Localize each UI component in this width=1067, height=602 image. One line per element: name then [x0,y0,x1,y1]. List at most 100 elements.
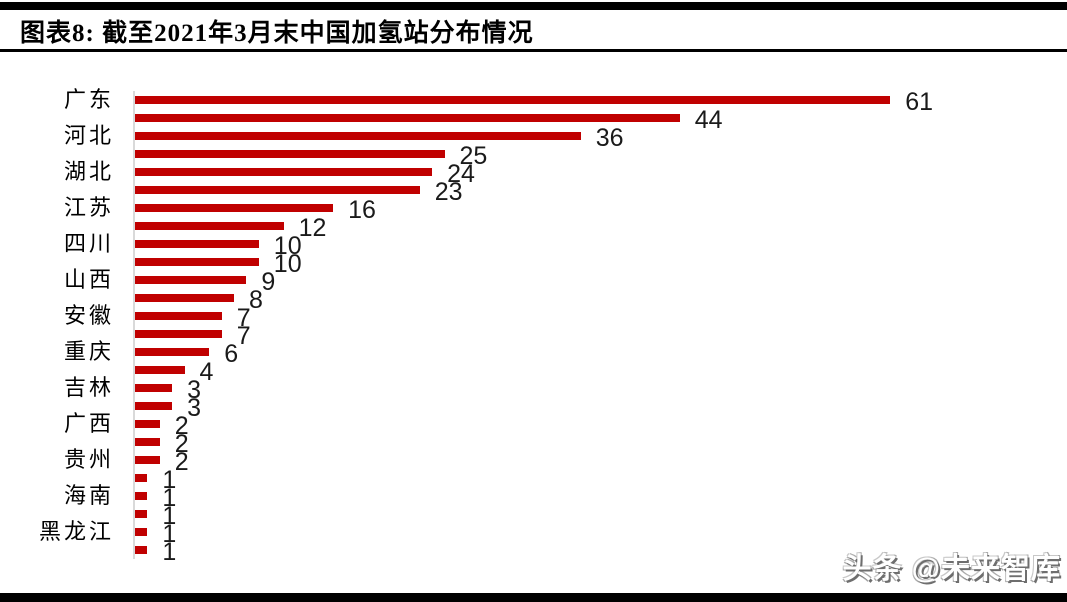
bar-row: 河北 36 [0,123,1060,152]
bar-row: 吉林 3 [0,375,1060,404]
hydrogen-station-bar-chart: 广东 61 44 河北 36 25 湖北 24 23 江苏 16 12 四川 10 10 山西 9 8 安徽 7 7 重庆… [0,87,1060,565]
value-label: 3 [187,394,201,422]
figure-title: 图表8: 截至2021年3月末中国加氢站分布情况 [20,20,534,47]
value-label: 25 [459,142,488,170]
bar-row: 1 [0,540,1060,565]
bottom-rule [0,593,1067,602]
plot-area: 2 [133,432,1060,457]
plot-area: 8 [133,286,1060,314]
category-label: 四川 [63,231,114,256]
value-label: 7 [236,304,251,332]
plot-area: 3 [133,394,1060,422]
value-label: 10 [273,250,302,278]
value-label: 44 [694,106,723,134]
bar-row: 贵州 2 [0,447,1060,475]
bar [135,510,148,518]
plot-area: 24 [133,160,1060,188]
plot-area: 2 [133,412,1060,440]
value-label: 7 [236,322,251,350]
bar [135,402,173,410]
value-label: 16 [348,196,376,224]
bar-row: 44 [0,106,1060,134]
bar-row: 4 [0,358,1060,386]
plot-area: 6 [133,342,1060,367]
value-label: 12 [298,214,327,242]
toutiao-watermark: 头条 @未来智库 [842,553,1061,585]
bar [135,186,420,194]
value-label: 2 [174,412,189,440]
value-label: 1 [162,502,177,530]
bar-row: 四川 10 [0,231,1060,259]
plot-area: 7 [133,304,1060,332]
value-label: 3 [187,376,201,404]
value-label: 24 [447,160,475,188]
category-label: 重庆 [63,339,114,364]
bar-row: 山西 9 [0,267,1060,296]
bar [135,114,680,122]
top-rule [0,2,1067,10]
plot-area: 12 [133,214,1060,242]
bar-row: 25 [0,142,1060,170]
bar [135,312,222,320]
plot-area: 1 [133,540,1060,565]
bar [135,456,160,464]
plot-area: 2 [133,450,1060,475]
bar-row: 黑龙江 1 [0,519,1060,548]
bar [135,276,247,284]
bar [135,366,185,374]
bar [135,258,259,266]
value-label: 1 [162,484,177,512]
title-separator-rule [0,49,1067,52]
category-label: 山西 [63,267,114,292]
category-label: 广西 [63,411,114,436]
value-label: 8 [249,286,263,314]
plot-area: 44 [133,106,1060,134]
bar [135,546,148,554]
bar-row: 8 [0,286,1060,314]
value-label: 9 [261,268,276,296]
bar [135,240,259,248]
plot-area: 1 [133,502,1060,530]
category-label: 吉林 [63,375,114,400]
bar-row: 广东 61 [0,87,1060,115]
plot-area: 7 [133,322,1060,350]
plot-area: 4 [133,358,1060,386]
bar-row: 3 [0,394,1060,422]
value-label: 1 [162,466,177,494]
plot-area: 1 [133,484,1060,512]
bar-row: 江苏 16 [0,196,1060,224]
bar [135,492,148,500]
bar [135,348,210,356]
bar-row: 安徽 7 [0,303,1060,332]
category-label: 河北 [63,123,114,148]
category-label: 贵州 [63,447,114,472]
bar-row: 广西 2 [0,411,1060,440]
bar [135,474,148,482]
plot-area: 61 [133,90,1060,115]
bar-row: 2 [0,432,1060,457]
value-label: 1 [162,520,177,548]
category-label: 黑龙江 [38,519,114,544]
bar [135,168,433,176]
bar [135,294,234,302]
bar-row: 1 [0,466,1060,494]
value-label: 4 [199,358,214,386]
value-label: 36 [595,124,624,152]
plot-area: 1 [133,466,1060,494]
bar-row: 23 [0,180,1060,205]
bar-row: 12 [0,214,1060,242]
plot-area: 1 [133,520,1060,548]
plot-area: 36 [133,124,1060,152]
category-label: 广东 [63,87,114,112]
bar [135,330,222,338]
bar-row: 湖北 24 [0,160,1060,188]
bar [135,438,160,446]
bar [135,222,284,230]
plot-area: 25 [133,142,1060,170]
bar [135,132,581,140]
category-label: 安徽 [63,303,114,328]
bar-row: 7 [0,322,1060,350]
plot-area: 3 [133,376,1060,404]
plot-area: 16 [133,196,1060,224]
